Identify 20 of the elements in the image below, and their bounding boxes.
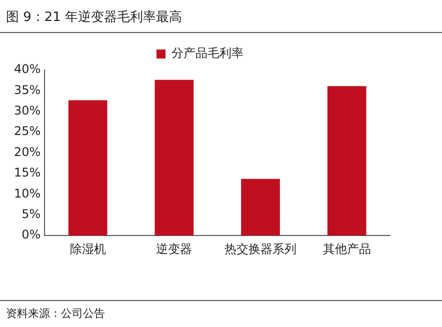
x-tick-label: 其他产品 (322, 242, 371, 256)
y-tick-label: 5% (22, 207, 41, 222)
y-tick-label: 25% (14, 124, 41, 138)
y-tick-label: 30% (14, 104, 41, 118)
y-tick-label: 10% (14, 186, 41, 200)
bar (154, 80, 194, 236)
x-tick-label: 热交换器系列 (224, 242, 296, 256)
x-tick-label: 除湿机 (70, 242, 106, 256)
bar (68, 100, 108, 236)
y-tick-label: 35% (14, 82, 41, 97)
y-tick-label: 20% (14, 144, 41, 159)
y-tick-label: 40% (14, 62, 41, 76)
legend-label: 分产品毛利率 (172, 46, 244, 60)
y-tick-label: 0% (22, 228, 41, 242)
bar (241, 178, 280, 236)
bar (327, 86, 366, 236)
chart-title: 图 9：21 年逆变器毛利率最高 (6, 9, 182, 26)
x-tick-label: 逆变器 (156, 242, 192, 256)
text: 资料来源：公司公告 (6, 306, 105, 321)
y-tick-label: 15% (14, 166, 41, 180)
